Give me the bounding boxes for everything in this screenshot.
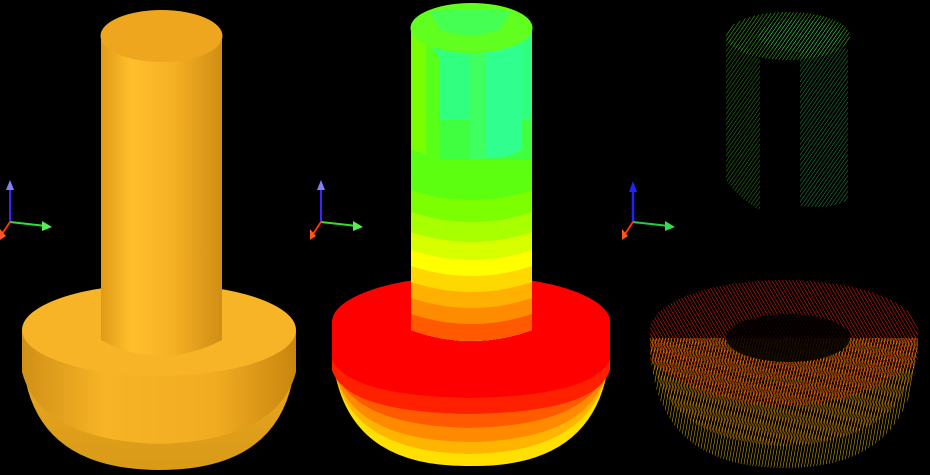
shaft-contour <box>411 28 532 341</box>
model-wireframe-view[interactable] <box>650 12 918 468</box>
shaft-top-cap <box>100 10 223 62</box>
wire-base-rim <box>650 330 918 406</box>
shaft <box>101 36 222 356</box>
model-solid-view[interactable] <box>22 10 296 470</box>
xyz-axis-triad-icon <box>310 180 363 240</box>
xyz-axis-triad-icon <box>0 180 52 240</box>
xyz-axis-triad-icon <box>622 181 675 240</box>
model-contour-view[interactable] <box>332 3 610 467</box>
